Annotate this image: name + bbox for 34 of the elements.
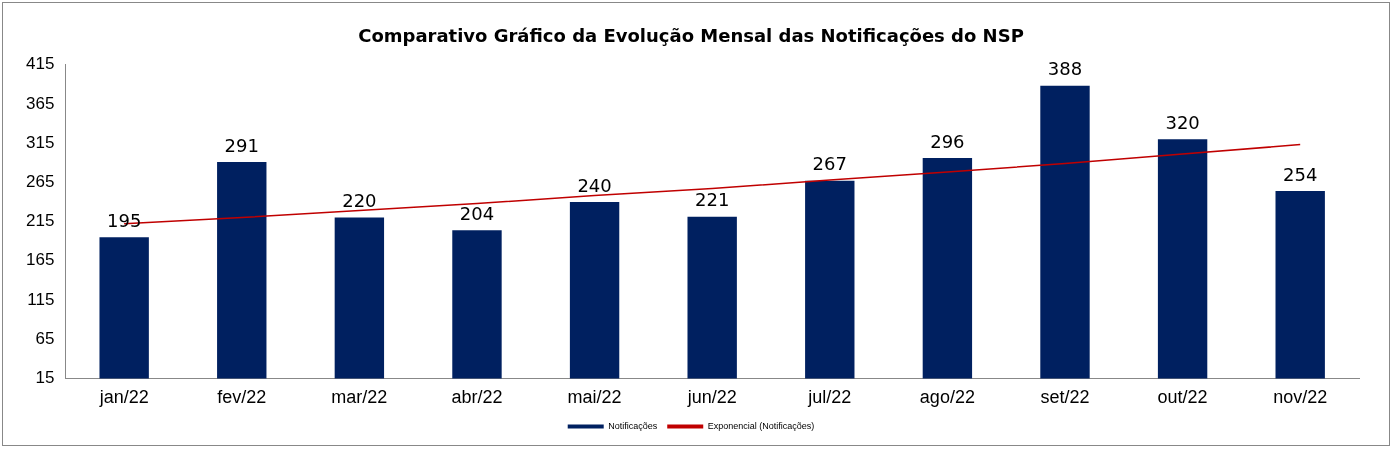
- x-tick-label: jan/22: [98, 387, 149, 408]
- data-label: 320: [1165, 111, 1200, 133]
- y-tick-label: 365: [25, 93, 55, 113]
- y-tick-label: 65: [35, 328, 55, 348]
- data-label: 291: [224, 134, 259, 156]
- x-tick-label: jul/22: [807, 387, 852, 408]
- y-tick-label: 165: [25, 250, 55, 270]
- data-label: 254: [1283, 163, 1318, 185]
- data-label: 220: [342, 190, 377, 212]
- y-tick-label: 115: [27, 289, 55, 309]
- data-label: 267: [812, 153, 847, 175]
- chart-title: Comparativo Gráfico da Evolução Mensal das Notificações do NSP: [358, 25, 1024, 47]
- x-tick-label: mai/22: [567, 387, 622, 408]
- x-tick-label: mar/22: [331, 387, 388, 408]
- y-tick-label: 265: [25, 171, 55, 191]
- data-label: 221: [695, 189, 730, 211]
- x-tick-label: set/22: [1040, 387, 1090, 408]
- data-label: 388: [1047, 58, 1083, 80]
- data-label: 195: [106, 209, 142, 231]
- legend-label: Exponencial (Notificações): [707, 420, 815, 431]
- data-label: 204: [459, 202, 495, 224]
- data-label: 240: [577, 174, 612, 196]
- x-tick-label: fev/22: [217, 387, 267, 408]
- y-tick-label: 15: [35, 368, 55, 388]
- y-tick-label: 415: [25, 54, 55, 74]
- y-tick-label: 215: [25, 211, 55, 231]
- data-label: 296: [930, 130, 965, 152]
- y-tick-label: 315: [25, 132, 55, 152]
- x-tick-label: out/22: [1157, 387, 1208, 408]
- x-tick-label: nov/22: [1273, 387, 1328, 408]
- x-tick-label: abr/22: [451, 387, 503, 408]
- x-tick-label: ago/22: [919, 387, 975, 408]
- legend-label: Notificações: [608, 420, 658, 431]
- x-tick-label: jun/22: [686, 387, 737, 408]
